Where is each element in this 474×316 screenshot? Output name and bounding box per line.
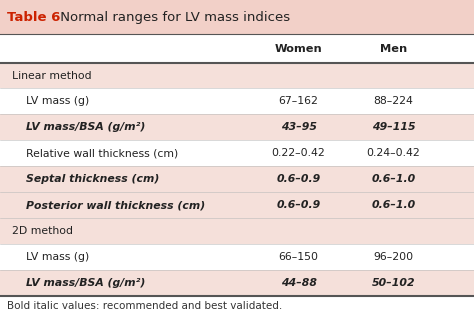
Text: 0.24–0.42: 0.24–0.42 [366, 148, 420, 158]
Text: 50–102: 50–102 [372, 278, 415, 288]
Text: Normal ranges for LV mass indices: Normal ranges for LV mass indices [56, 10, 290, 24]
Text: 2D method: 2D method [12, 226, 73, 236]
Text: 88–224: 88–224 [374, 96, 413, 106]
Text: 96–200: 96–200 [374, 252, 413, 262]
Bar [0, 192, 474, 218]
Text: Septal thickness (cm): Septal thickness (cm) [26, 174, 159, 184]
Text: Women: Women [275, 44, 322, 54]
Text: 49–115: 49–115 [372, 122, 415, 132]
Text: Bold italic values: recommended and best validated.: Bold italic values: recommended and best… [7, 301, 283, 312]
Bar [0, 270, 474, 296]
Bar [0, 63, 474, 88]
Text: 67–162: 67–162 [279, 96, 319, 106]
Text: LV mass/BSA (g/m²): LV mass/BSA (g/m²) [26, 278, 146, 288]
Text: 0.6–1.0: 0.6–1.0 [371, 174, 416, 184]
Text: Relative wall thickness (cm): Relative wall thickness (cm) [26, 148, 178, 158]
Text: 0.22–0.42: 0.22–0.42 [272, 148, 326, 158]
Text: LV mass (g): LV mass (g) [26, 252, 89, 262]
Text: Linear method: Linear method [12, 70, 91, 81]
Text: 0.6–1.0: 0.6–1.0 [371, 200, 416, 210]
Text: LV mass/BSA (g/m²): LV mass/BSA (g/m²) [26, 122, 146, 132]
Text: LV mass (g): LV mass (g) [26, 96, 89, 106]
Text: 43–95: 43–95 [281, 122, 317, 132]
Text: 66–150: 66–150 [279, 252, 319, 262]
Bar [0, 166, 474, 192]
Text: 0.6–0.9: 0.6–0.9 [276, 174, 321, 184]
Bar [0, 0, 474, 34]
Text: Table 6: Table 6 [7, 10, 61, 24]
Text: 44–88: 44–88 [281, 278, 317, 288]
Bar [0, 114, 474, 140]
Text: Men: Men [380, 44, 407, 54]
Bar [0, 218, 474, 244]
Text: Posterior wall thickness (cm): Posterior wall thickness (cm) [26, 200, 205, 210]
Text: 0.6–0.9: 0.6–0.9 [276, 200, 321, 210]
